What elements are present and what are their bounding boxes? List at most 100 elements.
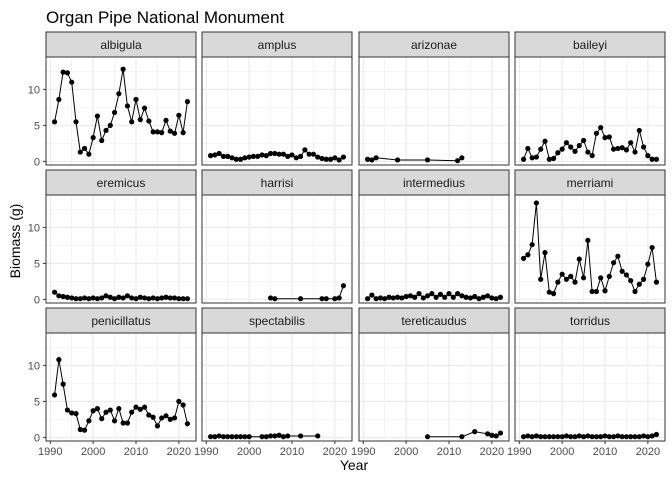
data-point [267,150,274,157]
data-point [394,157,401,163]
data-point [653,431,660,438]
data-point [377,295,384,301]
data-point [180,402,186,408]
facet-panel-intermedius: intermedius [358,169,510,304]
data-point [99,416,105,422]
data-point [472,429,478,435]
data-point [60,69,66,75]
data-point [259,152,265,158]
data-point [176,296,182,302]
data-point [267,295,274,301]
x-tick-label: 2000 [237,446,261,458]
data-point [563,433,570,439]
panel-border [201,56,353,166]
data-point [94,406,101,412]
y-axis-label: Biomass (g) [7,204,23,279]
data-point [229,434,235,440]
data-point [99,295,105,301]
data-point [429,291,435,297]
data-point [229,155,235,161]
data-point [90,408,96,414]
data-point [407,293,414,299]
data-point [572,148,578,154]
data-point [525,145,531,152]
data-point [563,276,570,282]
data-point [81,427,88,433]
data-point [297,296,304,302]
data-point [615,145,621,152]
data-point [297,433,304,439]
facet-panel-spectabilis: spectabilis 1990 2000 2010 2020 [194,307,353,458]
data-point [207,153,214,159]
data-point [628,434,634,440]
panel-background [515,333,665,441]
data-point [146,296,152,302]
data-point [598,124,604,131]
y-tick-label: 5 [34,258,40,270]
facet-strip-label: tereticaudus [401,314,466,328]
data-point [454,158,461,164]
panel-border [358,332,510,442]
x-tick-label: 2000 [81,446,105,458]
data-point [420,295,426,301]
x-tick-label: 2010 [437,446,461,458]
data-point [116,91,122,97]
data-point [176,398,182,404]
x-tick-label: 2010 [124,446,148,458]
facet-strip [358,169,510,196]
data-point [163,413,169,419]
data-point [615,253,621,259]
data-point [176,112,182,118]
data-point [636,434,642,440]
x-tick-label: 1990 [507,446,531,458]
data-point [64,294,71,300]
data-point [51,119,58,125]
data-point [610,434,617,440]
x-tick-label: 2000 [394,446,418,458]
data-point [99,137,105,144]
data-point [60,381,66,387]
data-point [533,154,540,160]
facet-strip-label: penicillatus [91,314,150,328]
data-point [111,109,118,116]
data-point [636,127,642,134]
data-point [593,288,600,295]
data-point [533,433,540,439]
data-point [137,294,143,300]
data-point [497,294,504,300]
facet-strip [201,169,353,196]
data-point [180,296,186,302]
data-point [403,293,409,300]
data-point [81,295,88,301]
data-point [628,140,634,146]
data-point [568,434,574,440]
panel-border [514,194,666,304]
data-point [293,155,299,161]
x-tick-label: 2000 [550,446,574,458]
data-point [619,268,625,274]
panel-border [514,332,666,442]
data-point [171,130,178,136]
data-point [220,434,227,440]
data-point [424,157,431,163]
data-point [297,153,304,159]
data-point [585,237,591,243]
data-point [302,147,308,153]
data-point [493,433,499,439]
facet-panel-harrisi: harrisi [201,169,353,304]
data-point [424,434,431,440]
data-point [538,146,544,152]
data-point [129,409,135,415]
data-point [233,434,239,440]
panel-border [45,332,197,442]
data-point [369,157,375,163]
data-point [60,293,66,300]
data-point [280,151,287,157]
data-point [146,412,152,418]
data-point [212,152,218,158]
data-point [315,154,321,160]
data-point [454,291,461,297]
data-point [107,294,113,300]
data-point [550,155,557,162]
